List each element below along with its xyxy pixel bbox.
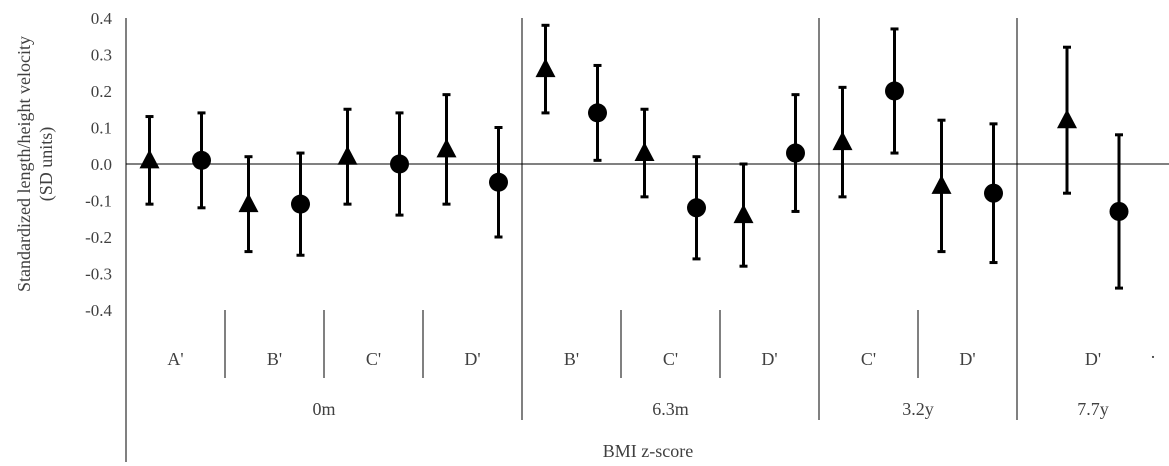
group-separators xyxy=(521,18,1018,420)
triangle-marker xyxy=(634,142,655,162)
circle-marker xyxy=(192,150,211,170)
category-label: D' xyxy=(1085,349,1101,369)
category-label: C' xyxy=(366,349,381,369)
markers xyxy=(139,58,1129,224)
triangle-marker xyxy=(337,145,358,165)
y-tick-label: -0.1 xyxy=(85,192,112,211)
triangle-marker xyxy=(832,131,853,151)
age-group-label: 6.3m xyxy=(652,399,689,419)
y-tick-label: 0.3 xyxy=(91,46,112,65)
category-label: D' xyxy=(464,349,480,369)
y-tick-label: 0.1 xyxy=(91,119,112,138)
y-tick-label: 0.4 xyxy=(91,9,113,28)
triangle-marker xyxy=(733,204,754,224)
circle-marker xyxy=(885,81,904,101)
age-group-labels: 0m 6.3m 3.2y 7.7y xyxy=(312,399,1108,419)
category-label: D' xyxy=(761,349,777,369)
circle-marker xyxy=(588,103,607,123)
category-label: C' xyxy=(861,349,876,369)
category-separators xyxy=(224,310,919,378)
circle-marker xyxy=(390,154,409,174)
y-axis-title-line-1: Standardized length/height velocity xyxy=(14,36,34,292)
stray-mark: . xyxy=(1151,342,1156,362)
age-group-label: 7.7y xyxy=(1077,399,1109,419)
error-bars xyxy=(145,23,1123,290)
triangle-marker xyxy=(139,149,160,169)
category-label: A' xyxy=(167,349,183,369)
triangle-marker xyxy=(931,174,952,194)
category-label: D' xyxy=(959,349,975,369)
triangle-marker xyxy=(238,193,259,213)
age-group-label: 3.2y xyxy=(902,399,934,419)
triangle-marker xyxy=(1057,109,1077,129)
triangle-marker xyxy=(436,138,457,158)
category-label: B' xyxy=(564,349,579,369)
category-label: B' xyxy=(267,349,282,369)
circle-marker xyxy=(687,198,706,218)
circle-marker xyxy=(291,194,310,214)
category-label: C' xyxy=(663,349,678,369)
y-tick-label: 0.0 xyxy=(91,155,112,174)
triangle-marker xyxy=(535,58,556,78)
category-labels: A' B' C' D' B' C' D' C' D' D' xyxy=(167,349,1101,369)
axes xyxy=(125,18,1169,462)
circle-marker xyxy=(984,183,1003,203)
y-axis-title: Standardized length/height velocity (SD … xyxy=(14,36,57,292)
y-tick-labels: 0.4 0.3 0.2 0.1 0.0 -0.1 -0.2 -0.3 -0.4 xyxy=(85,9,112,320)
age-group-label: 0m xyxy=(312,399,335,419)
y-tick-label: 0.2 xyxy=(91,82,112,101)
y-tick-label: -0.3 xyxy=(85,265,112,284)
y-axis-title-line-2: (SD units) xyxy=(36,127,57,202)
y-tick-label: -0.4 xyxy=(85,301,112,320)
circle-marker xyxy=(1109,201,1129,221)
x-axis-title: BMI z-score xyxy=(603,441,693,461)
circle-marker xyxy=(786,143,805,163)
y-tick-label: -0.2 xyxy=(85,228,112,247)
circle-marker xyxy=(489,172,508,192)
